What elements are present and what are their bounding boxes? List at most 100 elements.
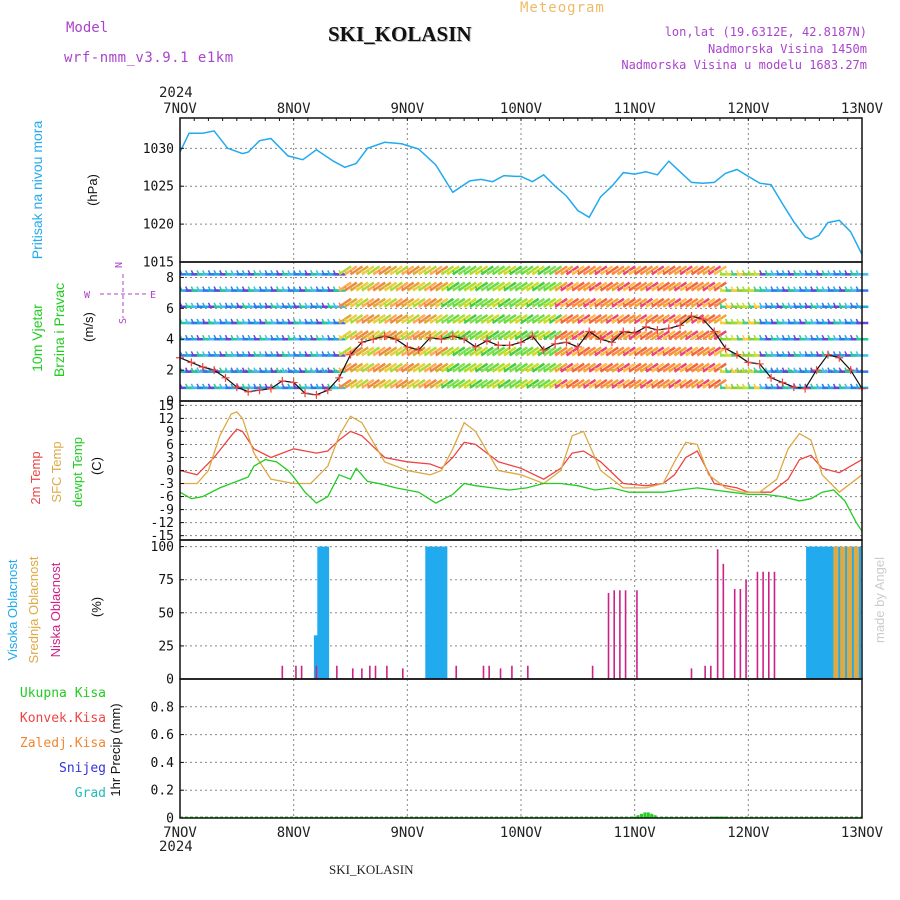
y-tick-label: 15 [158, 399, 174, 414]
wind-barb-flag [526, 351, 530, 356]
wind-barb-flag [264, 367, 268, 372]
wind-barb-flag [844, 270, 848, 275]
wind-barb-flag [321, 334, 325, 340]
wind-barb-flag [264, 318, 268, 324]
wind-barb-flag [463, 367, 467, 372]
wind-barb-flag [560, 351, 564, 356]
wind-barb-flag [611, 318, 615, 324]
wind-barb-flag [662, 351, 666, 356]
wind-barb-flag [832, 383, 837, 389]
wind-barb-flag [633, 286, 638, 291]
wind-barb-flag [645, 367, 649, 372]
wind-barb-flag [804, 318, 808, 324]
wind-barb-flag [287, 318, 291, 324]
wind-barb-flag [224, 318, 229, 324]
wind-barb-flag [315, 318, 320, 324]
wind-barb-flag [474, 383, 479, 389]
wind-gust-marker [653, 325, 662, 334]
cloud-high-bar [829, 546, 835, 679]
wind-barb-flag [668, 367, 672, 372]
wind-barb-flag [713, 318, 717, 324]
cloud-low-bar [488, 665, 490, 679]
wind-barb-flag [616, 286, 621, 291]
wind-barb-flag [611, 334, 615, 340]
wind-barb-flag [719, 351, 723, 356]
wind-barb-flag [378, 318, 382, 324]
wind-barb-flag [656, 318, 661, 324]
wind-barb-flag [719, 302, 723, 308]
wind-barb-flag [537, 367, 541, 372]
wind-barb-flag [673, 383, 678, 389]
wind-barb-flag [230, 351, 234, 356]
wind-barb-flag [270, 270, 274, 275]
wind-barb-flag [696, 367, 700, 372]
wind-barb-flag [258, 334, 263, 340]
wind-barb-flag [633, 367, 638, 372]
wind-barb-flag [418, 383, 422, 389]
y-tick-label: 1025 [143, 180, 174, 195]
wind-barb-flag [219, 302, 223, 308]
wind-barb-flag [327, 334, 331, 340]
wind-barb-flag [759, 302, 763, 308]
wind-barb-flag [457, 367, 462, 372]
wind-barb-flag [435, 367, 439, 372]
wind-barb-flag [304, 367, 308, 372]
wind-gust-marker [767, 373, 776, 382]
wind-barb-flag [264, 383, 268, 389]
wind-barb-flag [383, 286, 388, 291]
wind-barb-flag [491, 351, 496, 356]
wind-barb-flag [497, 302, 501, 308]
wind-barb-flag [275, 318, 280, 324]
wind-barb-flag [270, 334, 274, 340]
wind-barb-flag [656, 270, 661, 275]
wind-barb-flag [668, 334, 672, 340]
wind-barb-flag [253, 302, 257, 308]
dewpoint-line [179, 458, 863, 532]
wind-barb-flag [332, 334, 337, 340]
wind-barb-flag [503, 270, 507, 275]
wind-barb-flag [469, 334, 473, 340]
wind-barb-flag [770, 302, 774, 308]
wind-barb-flag [446, 318, 450, 324]
cloud-high-bar [317, 546, 323, 679]
wind-barb-flag [838, 383, 842, 389]
wind-barb-flag [798, 351, 803, 356]
wind-gust-marker [539, 346, 548, 355]
wind-barb-flag [213, 318, 217, 324]
wind-barb-flag [202, 383, 206, 389]
cloud-high-bar [324, 546, 330, 679]
wind-barb-flag [719, 334, 723, 340]
wind-barb-flag [310, 367, 314, 372]
wind-barb-flag [241, 302, 246, 308]
y-tick-label: 0.2 [151, 784, 174, 799]
wind-barb-flag [560, 270, 564, 275]
x-tick-label-bottom: 10NOV [500, 825, 543, 841]
wind-gust-marker [687, 312, 696, 321]
wind-gust-marker [414, 346, 423, 355]
wind-barb-flag [747, 383, 752, 389]
wind-barb-flag [832, 318, 837, 324]
wind-barb-flag [827, 270, 831, 275]
wind-barb-flag [190, 318, 195, 324]
y-tick-label: 3 [166, 451, 174, 466]
wind-gust-marker [528, 332, 537, 341]
wind-barb-flag [781, 302, 786, 308]
wind-barb-flag [838, 318, 842, 324]
wind-barb-flag [304, 334, 308, 340]
wind-barb-flag [696, 270, 700, 275]
wind-barb-flag [730, 286, 734, 291]
wind-barb-flag [429, 351, 433, 356]
wind-barb-flag [423, 334, 428, 340]
wind-barb-flag [219, 286, 223, 291]
wind-barb-flag [491, 302, 496, 308]
wind-barb-flag [486, 318, 490, 324]
wind-barb-flag [469, 318, 473, 324]
wind-barb-flag [690, 367, 695, 372]
wind-barb-flag [310, 334, 314, 340]
wind-barb-flag [247, 302, 251, 308]
wind-barb-flag [793, 302, 797, 308]
wind-barb-flag [787, 318, 791, 324]
wind-barb-flag [713, 351, 717, 356]
cloud-high-ylabel: Visoka Oblacnost [5, 559, 20, 660]
wind-barb-flag [349, 367, 354, 372]
